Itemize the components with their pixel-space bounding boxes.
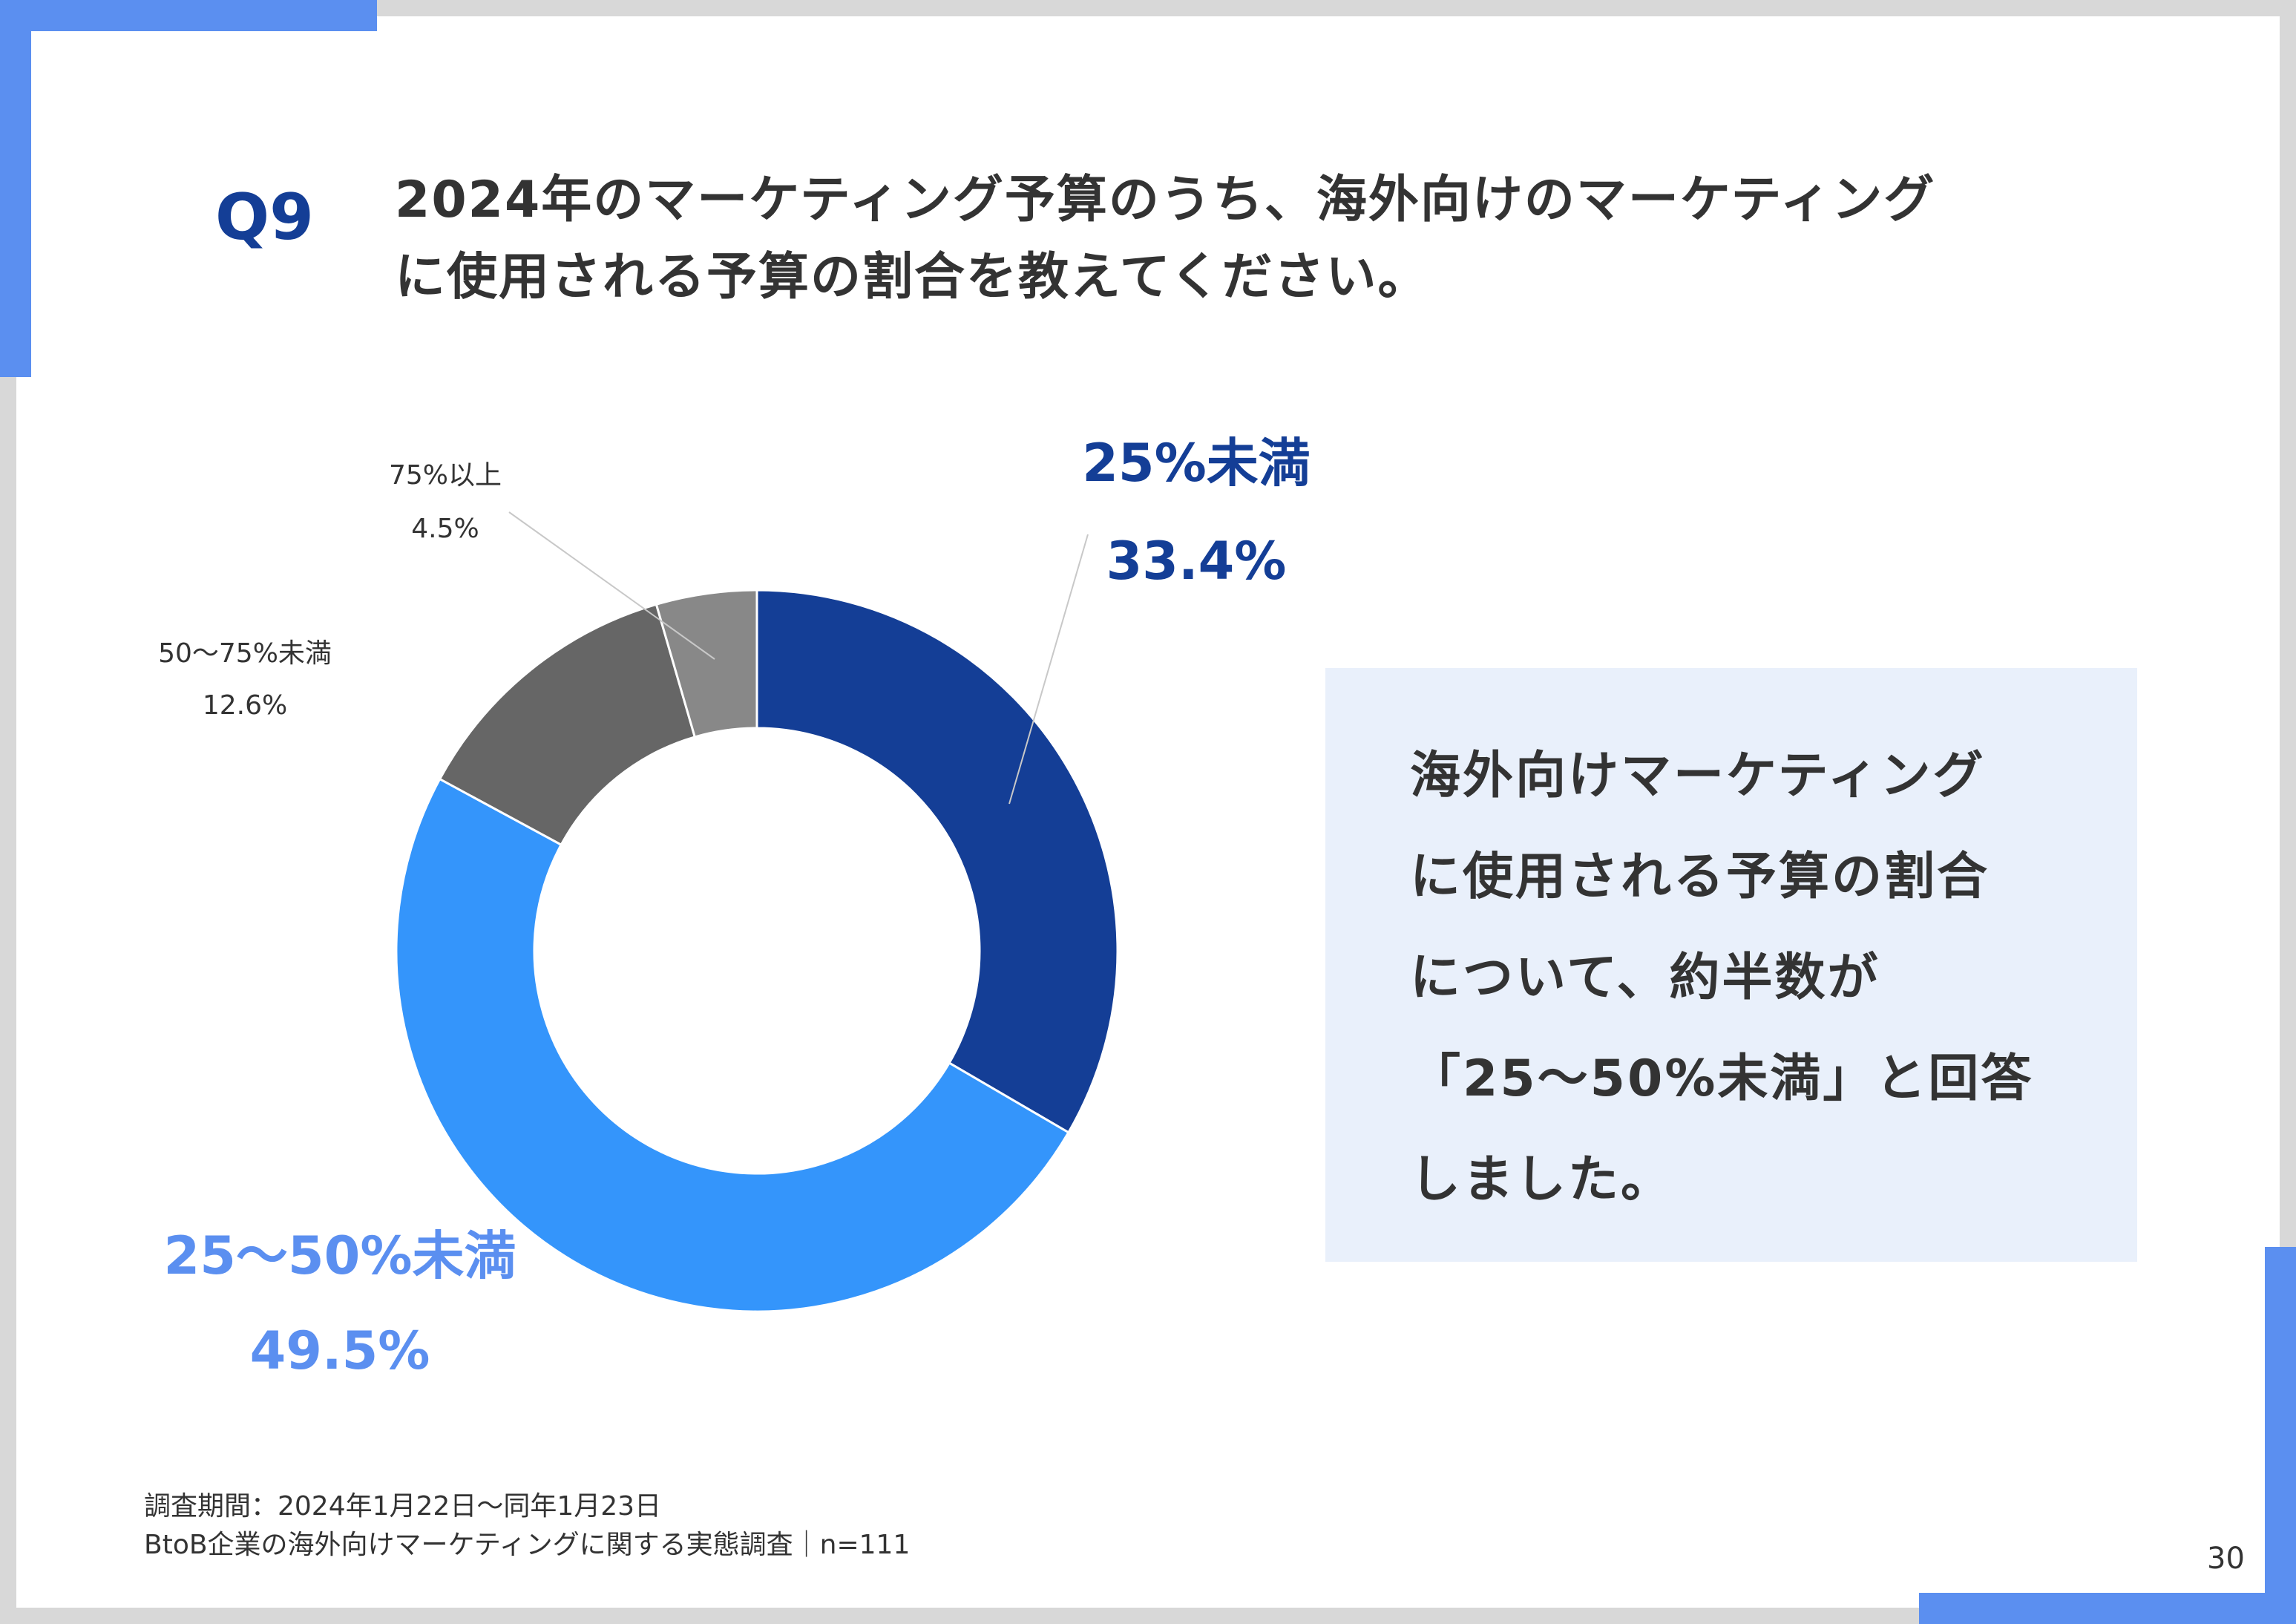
slice-label-50-75: 50〜75%未満 bbox=[158, 638, 332, 669]
leader-line-under-25 bbox=[1008, 534, 1089, 805]
question-line-1: 2024年のマーケティング予算のうち、海外向けのマーケティング bbox=[395, 171, 1936, 229]
corner-accent-bottom-right bbox=[1919, 1593, 2296, 1624]
survey-title: BtoB企業の海外向けマーケティングに関する実態調査｜n=111 bbox=[144, 1530, 911, 1560]
callout-line-3: について、約半数が bbox=[1410, 949, 1880, 1007]
slice-value-50-75: 12.6% bbox=[203, 690, 287, 721]
summary-callout-box bbox=[1325, 668, 2137, 1262]
summary-callout-text: 海外向けマーケティング に使用される予算の割合 について、約半数が 「25〜50… bbox=[1410, 726, 2033, 1231]
question-title: 2024年のマーケティング予算のうち、海外向けのマーケティング に使用される予算… bbox=[395, 162, 2102, 316]
slice-value-under-25: 33.4% bbox=[1106, 531, 1287, 592]
callout-line-2: に使用される予算の割合 bbox=[1410, 848, 1990, 906]
corner-accent-top-left bbox=[0, 0, 377, 31]
survey-period: 調査期間：2024年1月22日〜同年1月23日 bbox=[144, 1491, 662, 1522]
callout-line-1: 海外向けマーケティング bbox=[1410, 747, 1986, 805]
leader-line-75-plus bbox=[508, 511, 715, 660]
callout-line-5: しました。 bbox=[1410, 1150, 1674, 1209]
donut-slice-under-25 bbox=[755, 589, 1119, 1134]
donut-slice-75-plus bbox=[655, 589, 758, 739]
slice-value-25-50: 49.5% bbox=[250, 1320, 430, 1381]
slice-label-under-25: 25%未満 bbox=[1082, 433, 1311, 494]
corner-accent-right-bottom bbox=[2265, 1247, 2296, 1624]
callout-line-4: 「25〜50%未満」と回答 bbox=[1410, 1050, 2034, 1108]
slice-label-75-plus: 75%以上 bbox=[389, 460, 502, 491]
question-number: Q9 bbox=[215, 180, 314, 255]
survey-footnote: 調査期間：2024年1月22日〜同年1月23日 BtoB企業の海外向けマーケティ… bbox=[144, 1487, 910, 1565]
page-number: 30 bbox=[2207, 1542, 2245, 1576]
slice-label-25-50: 25〜50%未満 bbox=[164, 1225, 516, 1286]
donut-slice-25-50 bbox=[395, 777, 1070, 1313]
question-line-2: に使用される予算の割合を教えてください。 bbox=[395, 248, 1430, 307]
corner-accent-left-top bbox=[0, 0, 31, 377]
slice-value-75-plus: 4.5% bbox=[411, 514, 479, 544]
